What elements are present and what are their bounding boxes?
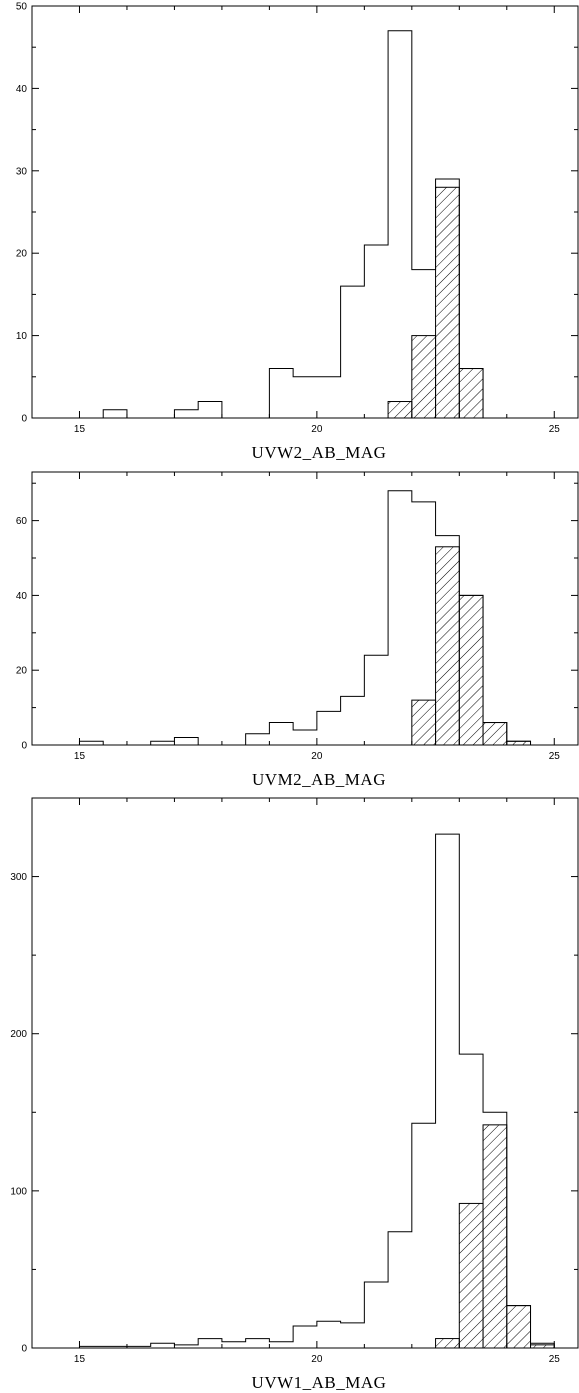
- hatched-bar: [458, 368, 484, 419]
- plot-frame: [31, 797, 579, 1349]
- plot-frame: [31, 471, 579, 746]
- y-tick-label: 0: [21, 1344, 27, 1355]
- y-tick-label: 10: [16, 331, 28, 342]
- outline-bar: [317, 711, 341, 745]
- panel-uvw1: 15 20 25 0 100 200 300 UVW1_AB_MAG: [10, 797, 579, 1392]
- x-tick-label: 20: [311, 1354, 323, 1365]
- outline-bar: [103, 410, 127, 418]
- hatched-bar: [387, 401, 413, 419]
- outline-bar: [341, 286, 365, 418]
- outline-bar: [388, 491, 412, 745]
- y-tick-label: 50: [16, 2, 28, 13]
- hatched-bar: [435, 546, 460, 746]
- outline-bar: [364, 655, 388, 745]
- hatched-bar: [458, 594, 484, 746]
- outline-bar: [317, 377, 341, 418]
- y-tick-label: 30: [16, 166, 28, 177]
- outline-bar: [198, 402, 222, 418]
- y-tick-label: 60: [16, 516, 28, 527]
- y-tick-label: 100: [10, 1186, 27, 1197]
- hatched-bar: [506, 1305, 532, 1349]
- hatched-bar: [458, 1202, 484, 1349]
- outline-bar: [412, 1123, 436, 1348]
- outline-bar: [151, 741, 175, 745]
- x-tick-label: 20: [311, 424, 323, 435]
- panel-uvw2: 15 20 25 0 10 20 30 40 50 UVW2_AB_MAG: [16, 2, 579, 462]
- outline-bar: [293, 730, 317, 745]
- plot-frame: [31, 5, 579, 419]
- x-tick-label: 15: [74, 424, 86, 435]
- outline-bar: [269, 723, 293, 745]
- outline-bar: [364, 245, 388, 418]
- outline-bar: [317, 1321, 341, 1348]
- x-tick-label: 25: [549, 751, 561, 762]
- outline-bar: [341, 1323, 365, 1348]
- outline-bar: [293, 1326, 317, 1348]
- panel-uvm2: 15 20 25 0 20 40 60 UVM2_AB_MAG: [16, 471, 579, 789]
- hatched-bar: [482, 1124, 508, 1349]
- outline-histogram: [78, 490, 532, 746]
- x-axis-title: UVW2_AB_MAG: [252, 443, 387, 462]
- outline-bar: [269, 369, 293, 418]
- outline-bar: [436, 834, 460, 1348]
- outline-bar: [222, 1342, 246, 1348]
- x-tick-label: 25: [549, 1354, 561, 1365]
- outline-bar: [364, 1282, 388, 1348]
- x-axis-title: UVW1_AB_MAG: [252, 1373, 387, 1392]
- x-axis-title: UVM2_AB_MAG: [252, 770, 386, 789]
- y-tick-label: 300: [10, 872, 27, 883]
- hatched-bar: [411, 699, 437, 746]
- y-tick-label: 0: [21, 741, 27, 752]
- outline-bar: [269, 1342, 293, 1348]
- outline-bar: [174, 738, 198, 745]
- y-tick-label: 20: [16, 666, 28, 677]
- outline-bar: [174, 410, 198, 418]
- outline-bar: [246, 1339, 270, 1348]
- hatched-bar: [435, 1338, 460, 1349]
- outline-bar: [293, 377, 317, 418]
- hatched-bar: [482, 722, 508, 746]
- x-tick-label: 15: [74, 1354, 86, 1365]
- outline-bar: [388, 31, 412, 418]
- x-tick-label: 15: [74, 751, 86, 762]
- hatched-bar: [435, 186, 460, 419]
- hatched-bar: [411, 335, 437, 419]
- outline-bar: [79, 741, 103, 745]
- x-tick-label: 25: [549, 424, 561, 435]
- outline-bar: [246, 734, 270, 745]
- outline-histogram: [102, 30, 484, 419]
- hatched-bar: [506, 740, 532, 746]
- outline-bar: [341, 696, 365, 745]
- y-tick-label: 20: [16, 249, 28, 260]
- x-tick-label: 20: [311, 751, 323, 762]
- outline-histogram: [78, 833, 555, 1348]
- y-tick-label: 40: [16, 591, 28, 602]
- outline-bar: [198, 1339, 222, 1348]
- outline-bar: [388, 1232, 412, 1348]
- hatched-bar: [530, 1344, 555, 1349]
- y-tick-label: 0: [21, 414, 27, 425]
- outline-bar: [151, 1343, 175, 1348]
- y-tick-label: 40: [16, 84, 28, 95]
- y-tick-label: 200: [10, 1029, 27, 1040]
